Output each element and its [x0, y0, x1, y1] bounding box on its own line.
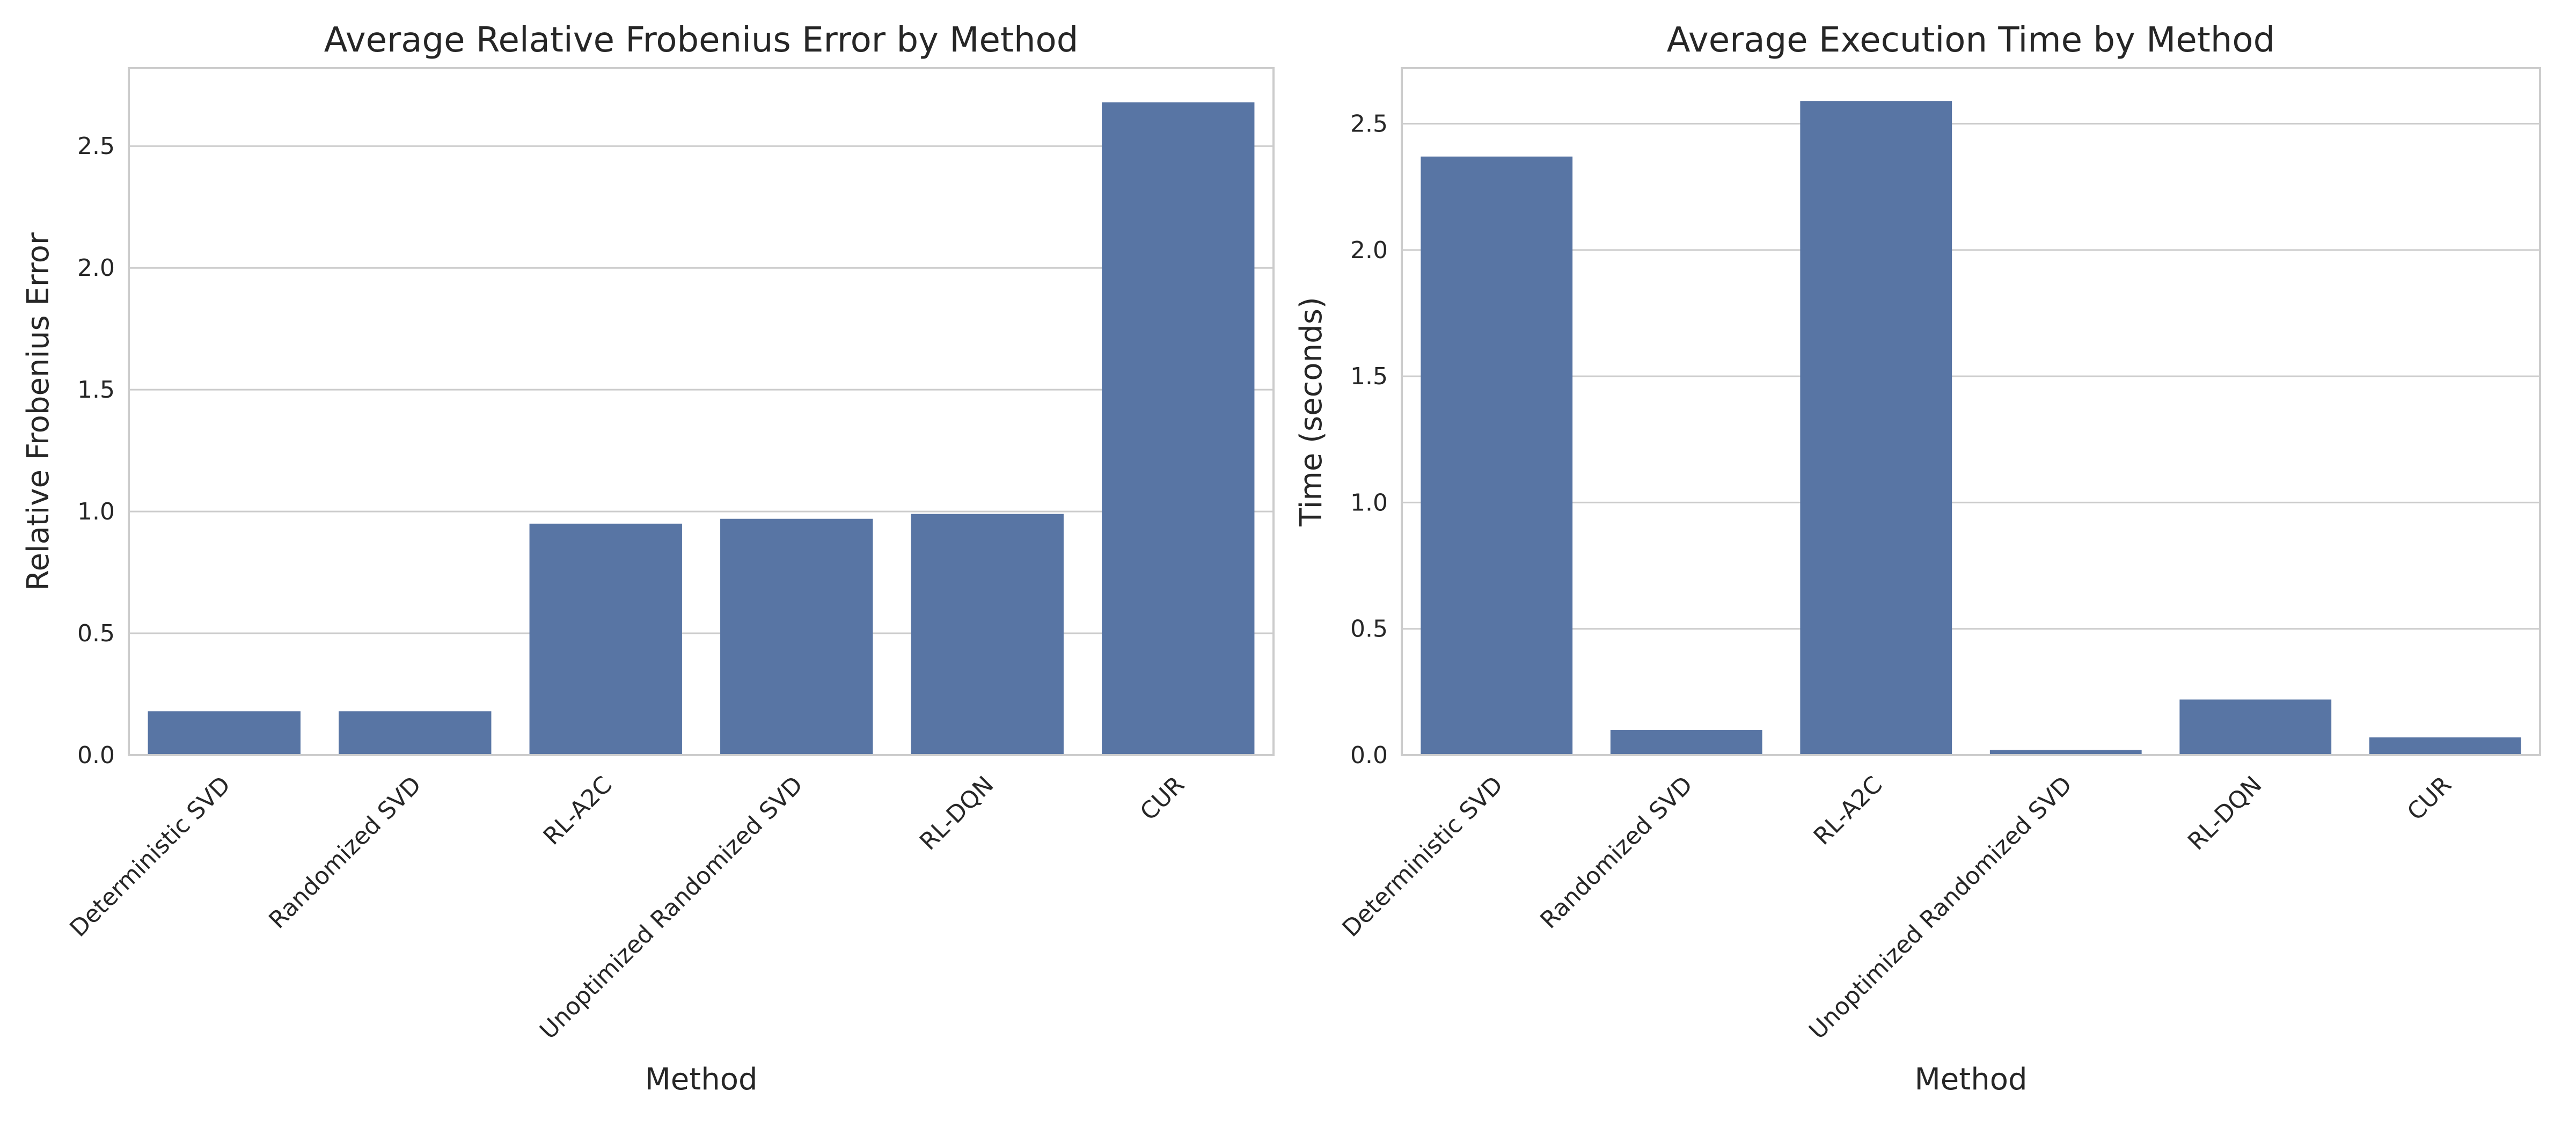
- bar: [911, 514, 1064, 755]
- plot-frame: [1401, 67, 2541, 756]
- x-tick-label: RL-A2C: [538, 771, 618, 851]
- y-tick-label: 2.5: [1350, 111, 1388, 138]
- y-axis-label: Time (seconds): [1294, 297, 1329, 526]
- x-axis-label: Method: [645, 1062, 757, 1097]
- bar: [529, 523, 682, 755]
- bar: [1102, 102, 1255, 755]
- x-tick-label: Deterministic SVD: [1337, 771, 1508, 942]
- y-tick-label: 2.5: [77, 133, 115, 160]
- x-tick-label: RL-DQN: [914, 771, 999, 855]
- chart-title: Average Relative Frobenius Error by Meth…: [324, 20, 1079, 60]
- bar: [720, 518, 873, 755]
- y-tick-label: 0.0: [1350, 742, 1388, 769]
- x-tick-label: CUR: [2402, 771, 2457, 826]
- bar: [339, 711, 492, 755]
- x-tick-label: Deterministic SVD: [64, 771, 236, 942]
- bar: [148, 711, 301, 755]
- y-tick-label: 1.5: [77, 376, 115, 404]
- x-tick-label: Randomized SVD: [264, 771, 427, 934]
- x-tick-label: RL-A2C: [1809, 771, 1888, 851]
- chart-title: Average Execution Time by Method: [1667, 20, 2275, 60]
- x-tick-label: Randomized SVD: [1535, 771, 1698, 934]
- y-tick-label: 0.5: [77, 620, 115, 647]
- bar: [1610, 729, 1762, 755]
- y-tick-label: 1.0: [77, 498, 115, 525]
- y-tick-label: 0.0: [77, 742, 115, 769]
- x-tick-label: RL-DQN: [2183, 771, 2267, 855]
- bar: [1800, 101, 1952, 755]
- bar: [1989, 750, 2142, 755]
- bar: [2179, 699, 2332, 755]
- y-tick-label: 1.0: [1350, 489, 1388, 516]
- y-tick-label: 2.0: [77, 254, 115, 282]
- plot-frame: [128, 67, 1275, 756]
- time-chart: 0.0 0.5 1.0 1.5 2.0 2.5 Deterministic SVD Rando…: [1294, 20, 2541, 1097]
- y-tick-label: 0.5: [1350, 616, 1388, 643]
- y-tick-label: 1.5: [1350, 363, 1388, 390]
- y-tick-label: 2.0: [1350, 237, 1388, 264]
- y-axis-label: Relative Frobenius Error: [21, 232, 56, 591]
- error-chart: 0.0 0.5 1.0 1.5 2.0 2.5 Deterministic SVD Rando…: [21, 20, 1275, 1097]
- x-tick-label: CUR: [1135, 771, 1190, 826]
- bar: [2369, 737, 2521, 755]
- x-axis-label: Method: [1914, 1062, 2027, 1097]
- bar: [1421, 156, 1573, 756]
